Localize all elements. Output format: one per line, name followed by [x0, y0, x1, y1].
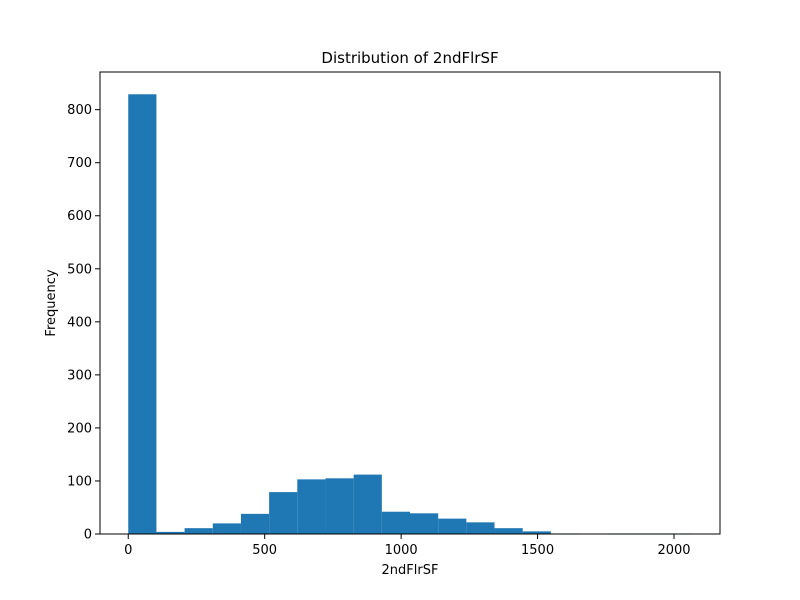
- y-tick-label: 300: [67, 368, 92, 383]
- x-tick-label: 2000: [657, 543, 690, 558]
- histogram-bar: [522, 531, 551, 534]
- x-tick-label: 1500: [521, 543, 554, 558]
- histogram-bar: [240, 513, 270, 534]
- x-tick-label: 0: [124, 543, 132, 558]
- x-tick-label: 500: [252, 543, 277, 558]
- x-axis-ticks: 0 500 1000 1500 2000: [124, 534, 691, 558]
- histogram-bar: [297, 479, 326, 534]
- histogram-bar: [325, 478, 354, 534]
- histogram-bar: [128, 94, 157, 535]
- histogram-bar: [156, 531, 185, 534]
- x-axis-title: 2ndFlrSF: [382, 563, 439, 578]
- y-tick-label: 100: [67, 474, 92, 489]
- y-axis-ticks: 0 100 200 300 400 500 600 700 800: [67, 103, 100, 543]
- x-tick-label: 1000: [385, 543, 418, 558]
- y-tick-label: 600: [67, 209, 92, 224]
- histogram-bar: [212, 523, 241, 534]
- histogram-bar: [466, 522, 495, 534]
- plot-frame: [99, 71, 721, 535]
- chart-title: Distribution of 2ndFlrSF: [321, 49, 498, 67]
- histogram-bar: [438, 518, 467, 534]
- histogram-bar: [269, 492, 298, 534]
- y-tick-label: 0: [84, 528, 92, 543]
- y-tick-label: 200: [67, 421, 92, 436]
- y-tick-label: 800: [67, 103, 92, 118]
- y-tick-label: 700: [67, 156, 92, 171]
- y-axis-title: Frequency: [44, 269, 59, 336]
- histogram-bar: [184, 528, 213, 534]
- histogram-bar: [410, 513, 439, 534]
- y-tick-label: 500: [67, 262, 92, 277]
- histogram-bar: [353, 474, 382, 534]
- histogram-bar: [494, 528, 523, 534]
- bars-group: [128, 94, 692, 535]
- histogram-bar: [381, 511, 410, 534]
- y-tick-label: 400: [67, 315, 92, 330]
